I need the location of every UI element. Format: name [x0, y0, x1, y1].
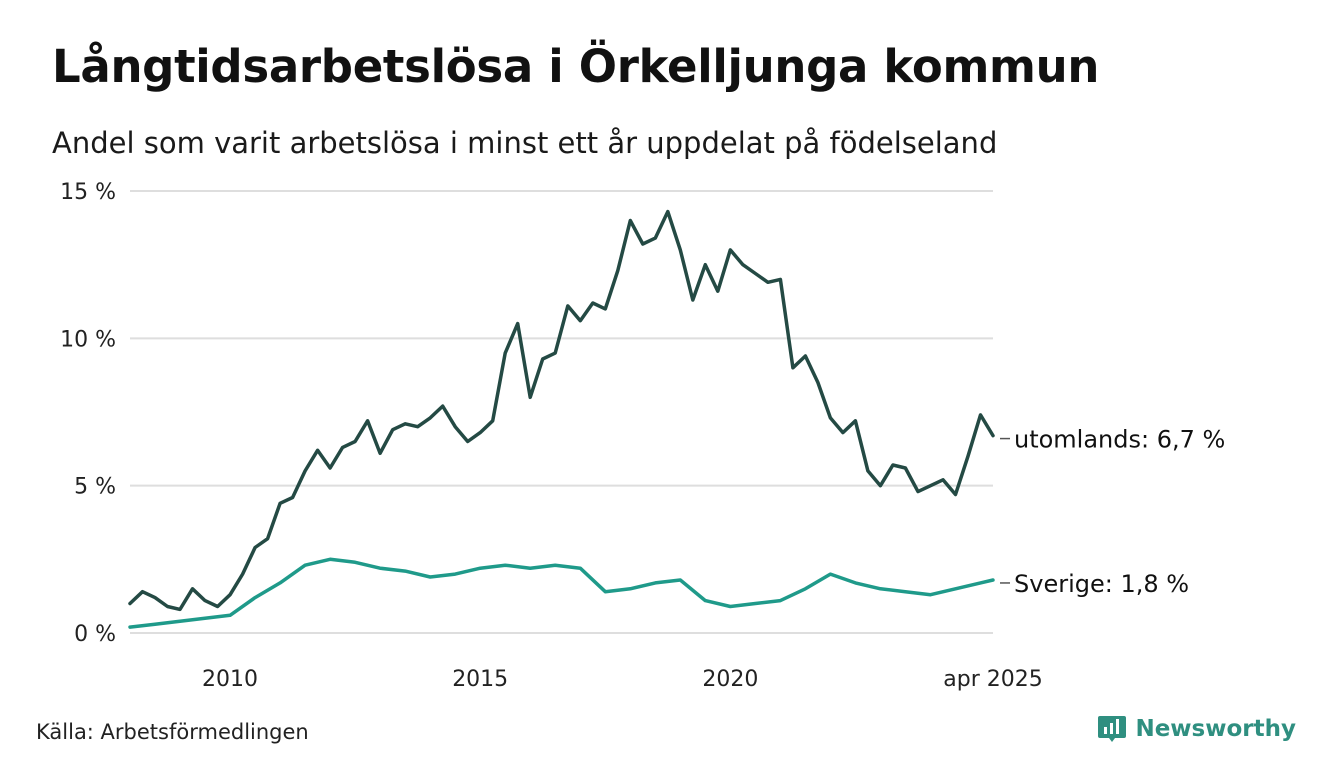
chart-title: Långtidsarbetslösa i Örkelljunga kommun	[52, 40, 1100, 93]
end-label-sverige: Sverige: 1,8 %	[1014, 570, 1189, 598]
brand-logo: Newsworthy	[1097, 714, 1296, 744]
y-tick-label: 5 %	[74, 475, 116, 500]
y-tick-label: 0 %	[74, 622, 116, 647]
source-note: Källa: Arbetsförmedlingen	[36, 720, 309, 744]
brand-name: Newsworthy	[1135, 716, 1296, 742]
end-label-utomlands: utomlands: 6,7 %	[1014, 426, 1225, 454]
x-tick-label: 2010	[202, 667, 258, 692]
y-tick-label: 15 %	[60, 180, 116, 205]
x-tick-label: apr 2025	[943, 667, 1042, 692]
series-line-sverige	[128, 557, 995, 629]
x-tick-label: 2015	[452, 667, 508, 692]
x-tick-label: 2020	[702, 667, 758, 692]
y-tick-label: 10 %	[60, 327, 116, 352]
series-line-utomlands	[128, 209, 995, 612]
chart-subtitle: Andel som varit arbetslösa i minst ett å…	[52, 126, 998, 160]
newsworthy-logo-icon	[1098, 716, 1127, 742]
